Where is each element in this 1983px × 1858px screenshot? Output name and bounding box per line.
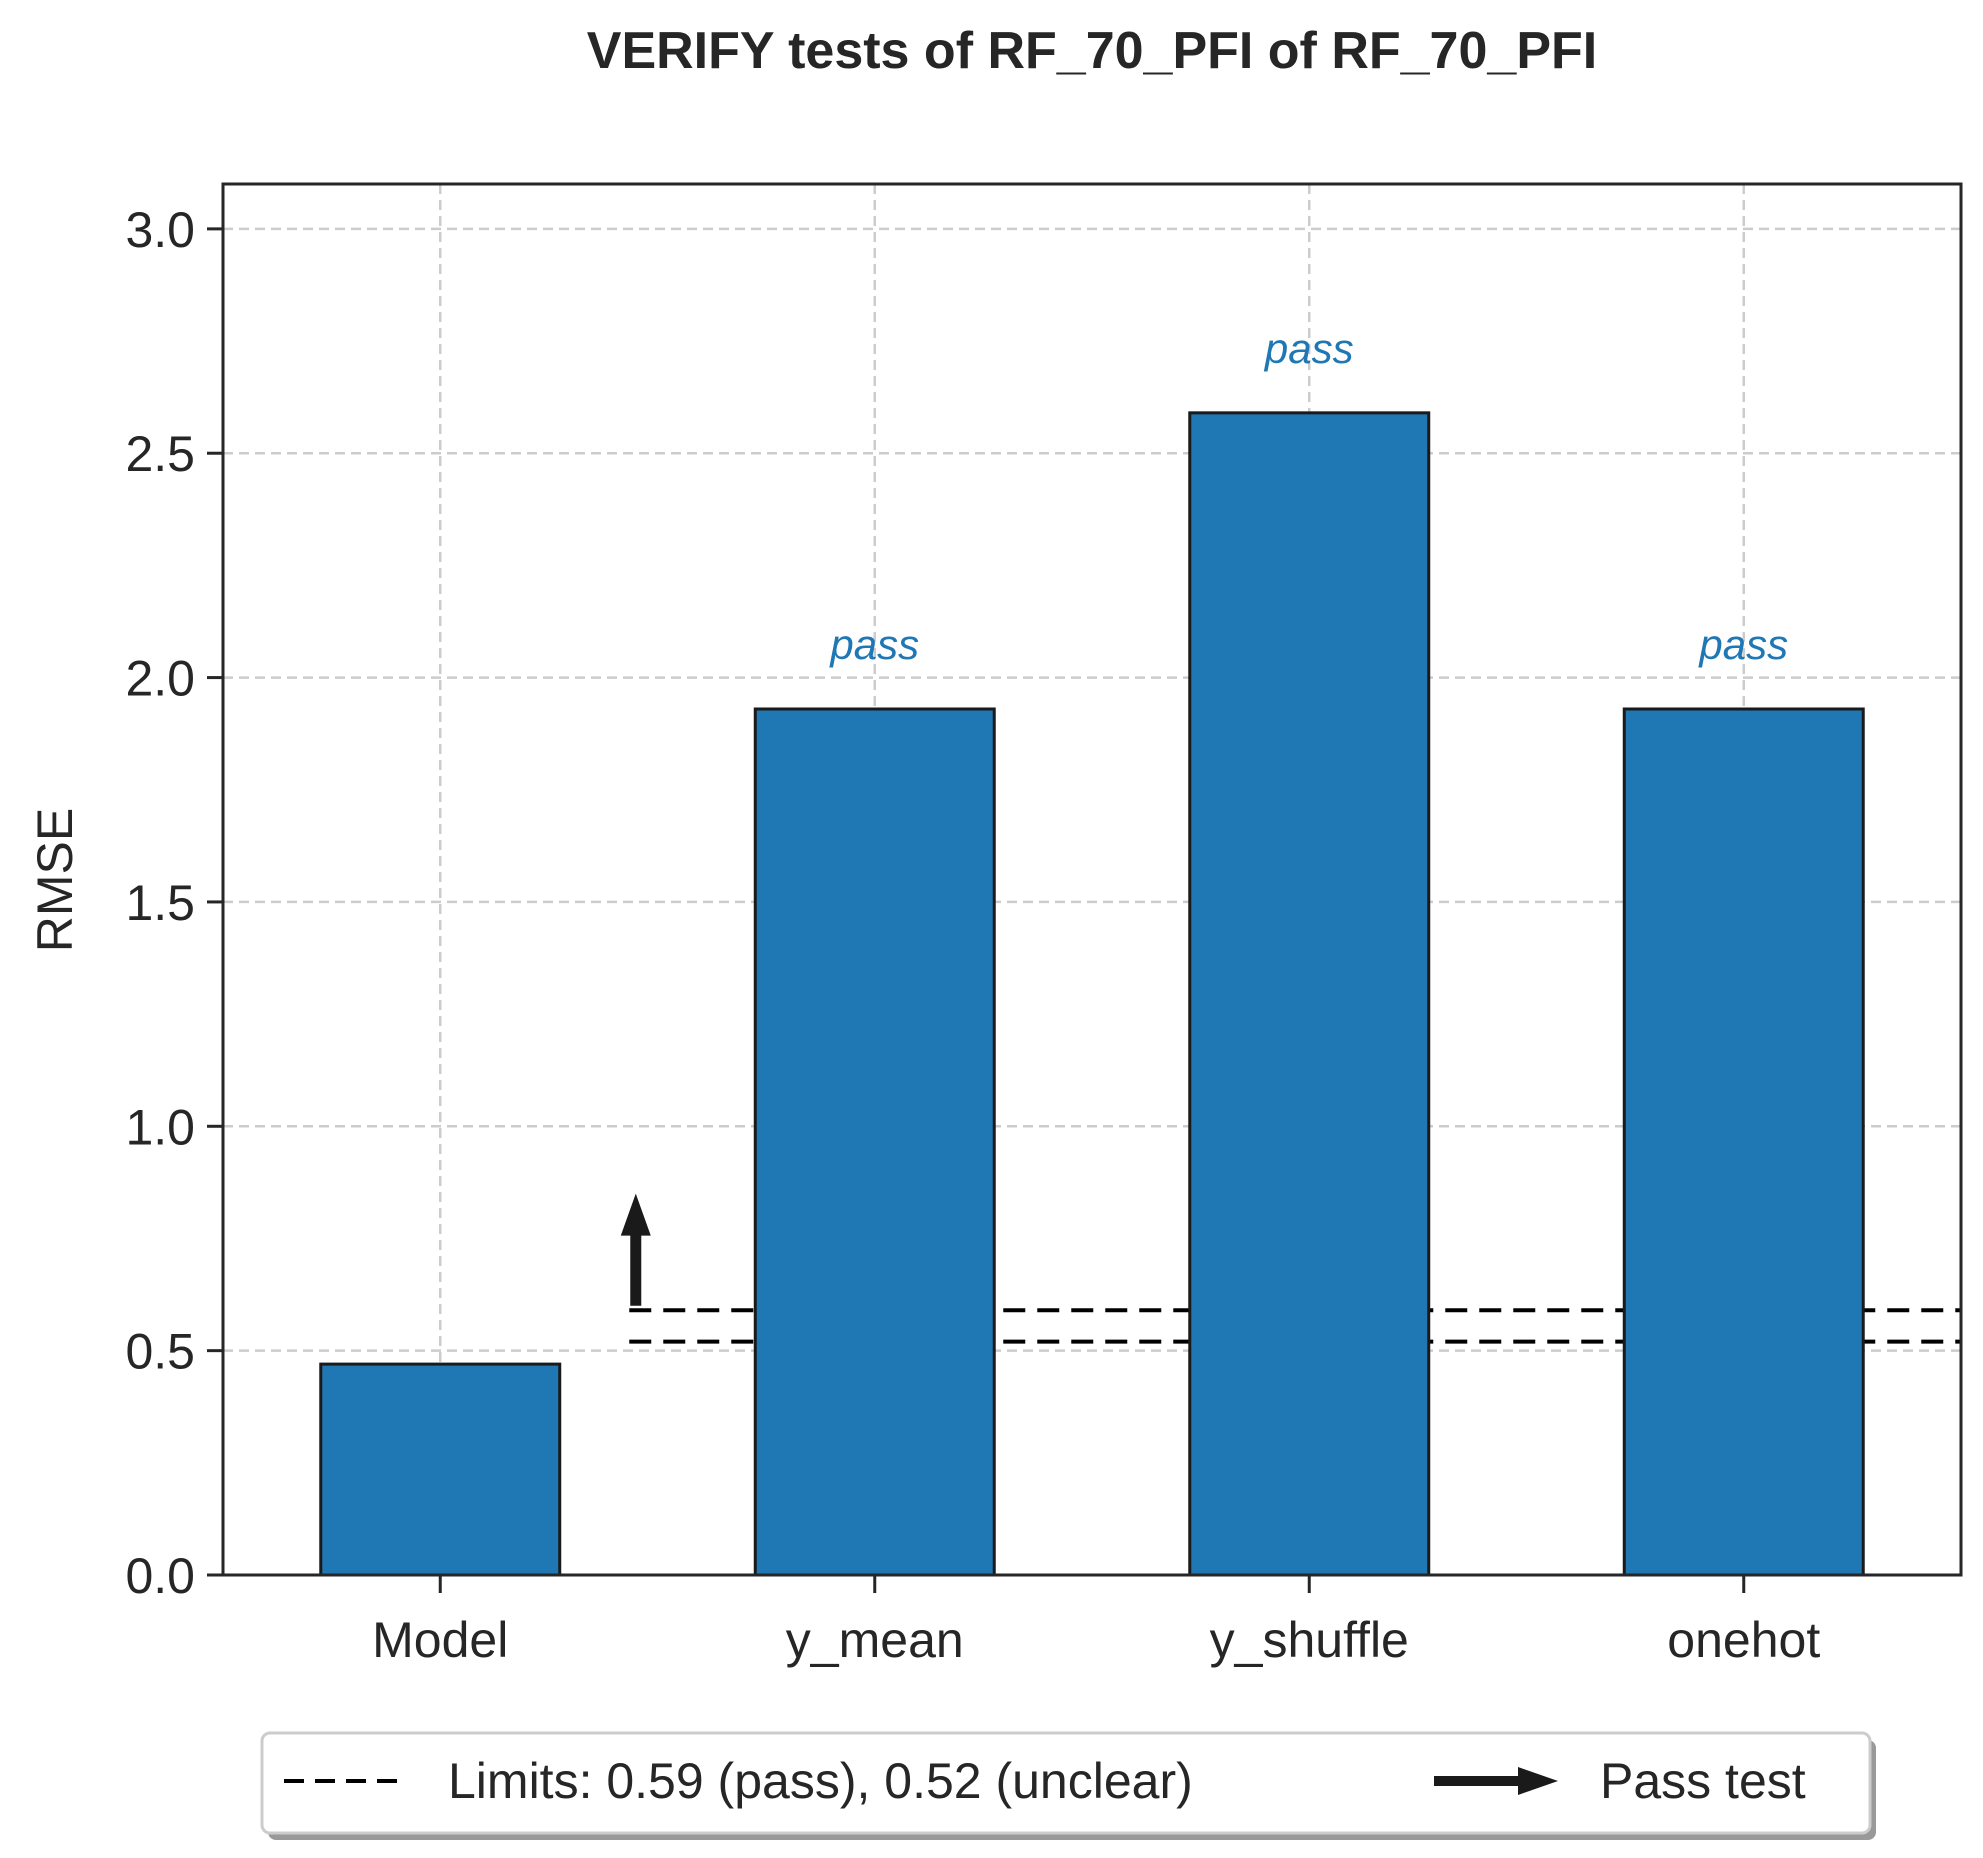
bar-onehot [1622,707,1865,1577]
bar-annotation-y_shuffle: pass [1263,325,1354,372]
legend-arrow-icon [1434,1767,1558,1795]
bar-y_shuffle [1188,411,1431,1577]
bar-y_mean [753,707,996,1577]
legend-limits-label: Limits: 0.59 (pass), 0.52 (unclear) [448,1753,1193,1809]
plot-frame [221,182,1963,1577]
bar-annotation-onehot: pass [1697,621,1788,668]
x-tick-label: y_shuffle [1210,1612,1409,1668]
y-tick-label: 0.5 [125,1324,195,1380]
pass-arrow-head [620,1193,651,1236]
x-tick-label: Model [372,1612,508,1668]
pass-arrow [620,1193,651,1306]
bar-Model [319,1362,562,1577]
bar-annotations: pass pass pass [828,325,1788,668]
legend-pass-label: Pass test [1600,1753,1806,1809]
y-tick-label: 0.0 [125,1548,195,1604]
legend: Limits: 0.59 (pass), 0.52 (unclear) Pass… [260,1731,1876,1840]
chart-title: VERIFY tests of RF_70_PFI of RF_70_PFI [587,22,1597,80]
legend-box [260,1731,1872,1835]
bars [319,411,1865,1577]
y-tick-label: 2.5 [125,426,195,482]
y-tick-label: 1.0 [125,1099,195,1155]
y-axis-label: RMSE [27,808,83,952]
y-tick-label: 3.0 [125,202,195,258]
x-axis: Model y_mean y_shuffle onehot [372,1575,1820,1668]
y-tick-label: 2.0 [125,651,195,707]
y-tick-label: 1.5 [125,875,195,931]
bar-annotation-y_mean: pass [828,621,919,668]
x-tick-label: y_mean [786,1612,964,1668]
x-tick-label: onehot [1667,1612,1820,1668]
y-axis: 0.0 0.5 1.0 1.5 2.0 2.5 3.0 [125,202,223,1604]
